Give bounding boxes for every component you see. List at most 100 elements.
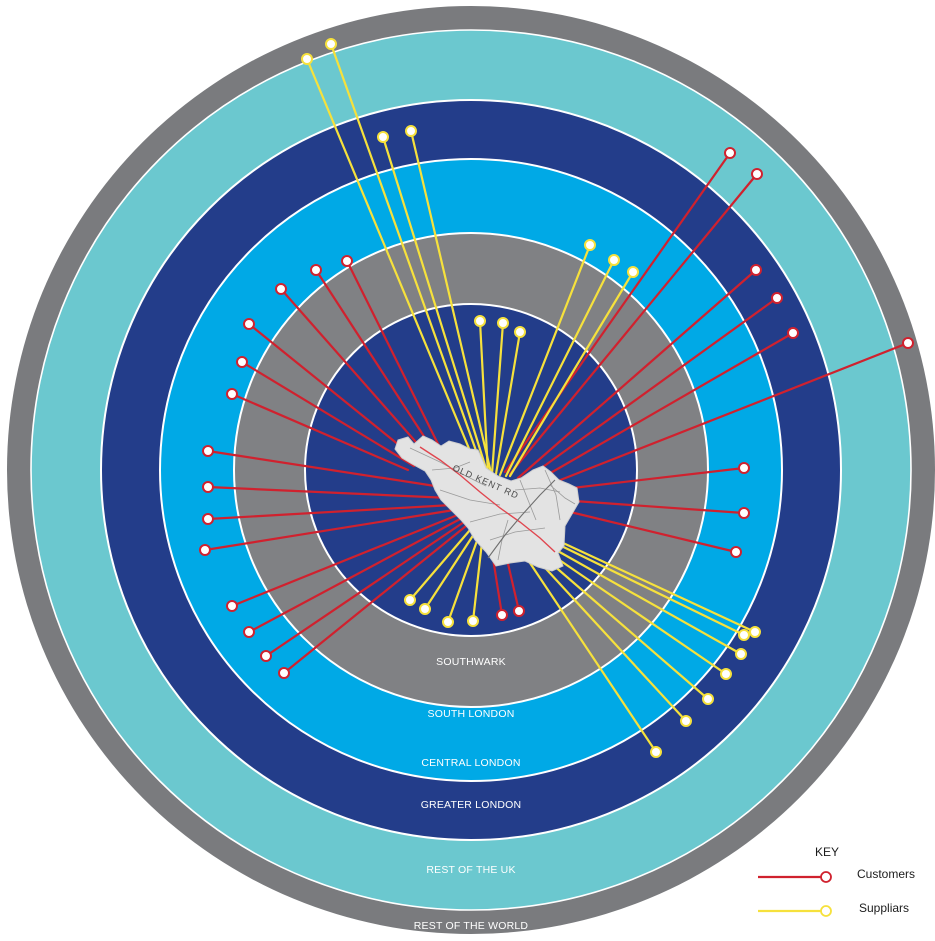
customer-connection (202, 445, 450, 490)
customer-marker (278, 667, 290, 679)
customer-marker (513, 605, 525, 617)
supplier-connection (498, 239, 596, 477)
supplier-marker (735, 648, 747, 660)
customer-marker (751, 168, 763, 180)
customer-line (206, 503, 454, 521)
map-railway-line (487, 479, 556, 559)
customer-line (206, 449, 450, 490)
supplier-line (423, 532, 476, 611)
supplier-line (504, 258, 616, 478)
supplier-marker (301, 53, 313, 65)
customer-line (230, 392, 410, 472)
supplier-connection (528, 543, 714, 705)
supplier-marker (584, 239, 596, 251)
customer-line (247, 322, 422, 464)
ring-label-greater-london: GREATER LONDON (421, 799, 522, 811)
supplier-marker (474, 315, 486, 327)
customer-marker (199, 544, 211, 556)
customer-connection (560, 508, 742, 558)
supplier-connection (442, 536, 480, 628)
customer-connection (260, 520, 466, 662)
legend: KEY Customers Suppliars (758, 845, 915, 917)
customer-line (247, 516, 464, 634)
legend-title: KEY (815, 845, 839, 859)
customer-connection (243, 318, 422, 464)
supplier-line (408, 528, 472, 602)
legend-suppliers-marker (820, 905, 832, 917)
customer-marker (496, 609, 508, 621)
supplier-marker (377, 131, 389, 143)
supplier-marker (720, 668, 732, 680)
customer-marker (341, 255, 353, 267)
supplier-connection (538, 539, 747, 660)
legend-item-customers: Customers (758, 867, 915, 883)
supplier-line (538, 539, 743, 656)
customer-marker (236, 356, 248, 368)
connection-lines-layer (199, 38, 914, 758)
supplier-line (523, 544, 688, 723)
customer-line (240, 360, 416, 468)
customer-connection (503, 147, 736, 474)
customer-line (560, 508, 738, 554)
customer-connection (202, 503, 454, 525)
customer-connection (508, 168, 763, 476)
customer-marker (202, 445, 214, 457)
supplier-marker (405, 125, 417, 137)
customer-line (558, 498, 746, 515)
supplier-connection (419, 532, 476, 615)
customer-connection (553, 462, 750, 492)
supplier-marker (680, 715, 692, 727)
supplier-marker (419, 603, 431, 615)
supplier-connection (301, 53, 482, 477)
customer-line (508, 172, 759, 476)
supplier-connection (508, 266, 639, 478)
customer-marker (202, 481, 214, 493)
supplier-connection (404, 528, 472, 606)
customer-line (203, 508, 456, 552)
ring-label-rest-of-the-world: REST OF THE WORLD (414, 920, 529, 932)
supplier-connection (490, 317, 509, 476)
supplier-marker (608, 254, 620, 266)
legend-suppliers-label: Suppliars (859, 901, 909, 915)
supplier-marker (497, 317, 509, 329)
customer-connection (504, 553, 525, 617)
supplier-line (478, 319, 490, 476)
supplier-connection (534, 542, 732, 680)
supplier-connection (523, 544, 692, 727)
customer-line (504, 553, 521, 613)
legend-customers-marker (820, 871, 832, 883)
supplier-line (498, 243, 592, 477)
map-area-shape (394, 435, 580, 572)
supplier-marker (627, 266, 639, 278)
customer-marker (226, 600, 238, 612)
supplier-line (409, 129, 494, 479)
supplier-line (543, 536, 746, 637)
supplier-marker (749, 626, 761, 638)
customer-marker (902, 337, 914, 349)
supplier-connection (467, 540, 484, 627)
legend-item-suppliers: Suppliars (758, 901, 909, 917)
customer-marker (243, 318, 255, 330)
supplier-marker (702, 693, 714, 705)
customer-marker (750, 264, 762, 276)
ring-label-south-london: SOUTH LONDON (428, 708, 515, 720)
supplier-connection (504, 254, 620, 478)
customer-connection (516, 264, 762, 480)
customer-line (516, 268, 758, 480)
supplier-line (494, 330, 522, 476)
ring-label-southwark: SOUTHWARK (436, 656, 506, 668)
supplier-marker (514, 326, 526, 338)
customer-marker (243, 626, 255, 638)
customer-connection (310, 264, 440, 460)
supplier-line (471, 540, 484, 623)
customer-marker (730, 546, 742, 558)
customer-marker (275, 283, 287, 295)
customer-connection (243, 516, 464, 638)
customer-connection (520, 292, 783, 484)
legend-customers-label: Customers (857, 867, 915, 881)
customer-line (520, 296, 779, 484)
supplier-marker (325, 38, 337, 50)
customer-connection (526, 327, 799, 488)
customer-line (230, 512, 462, 608)
